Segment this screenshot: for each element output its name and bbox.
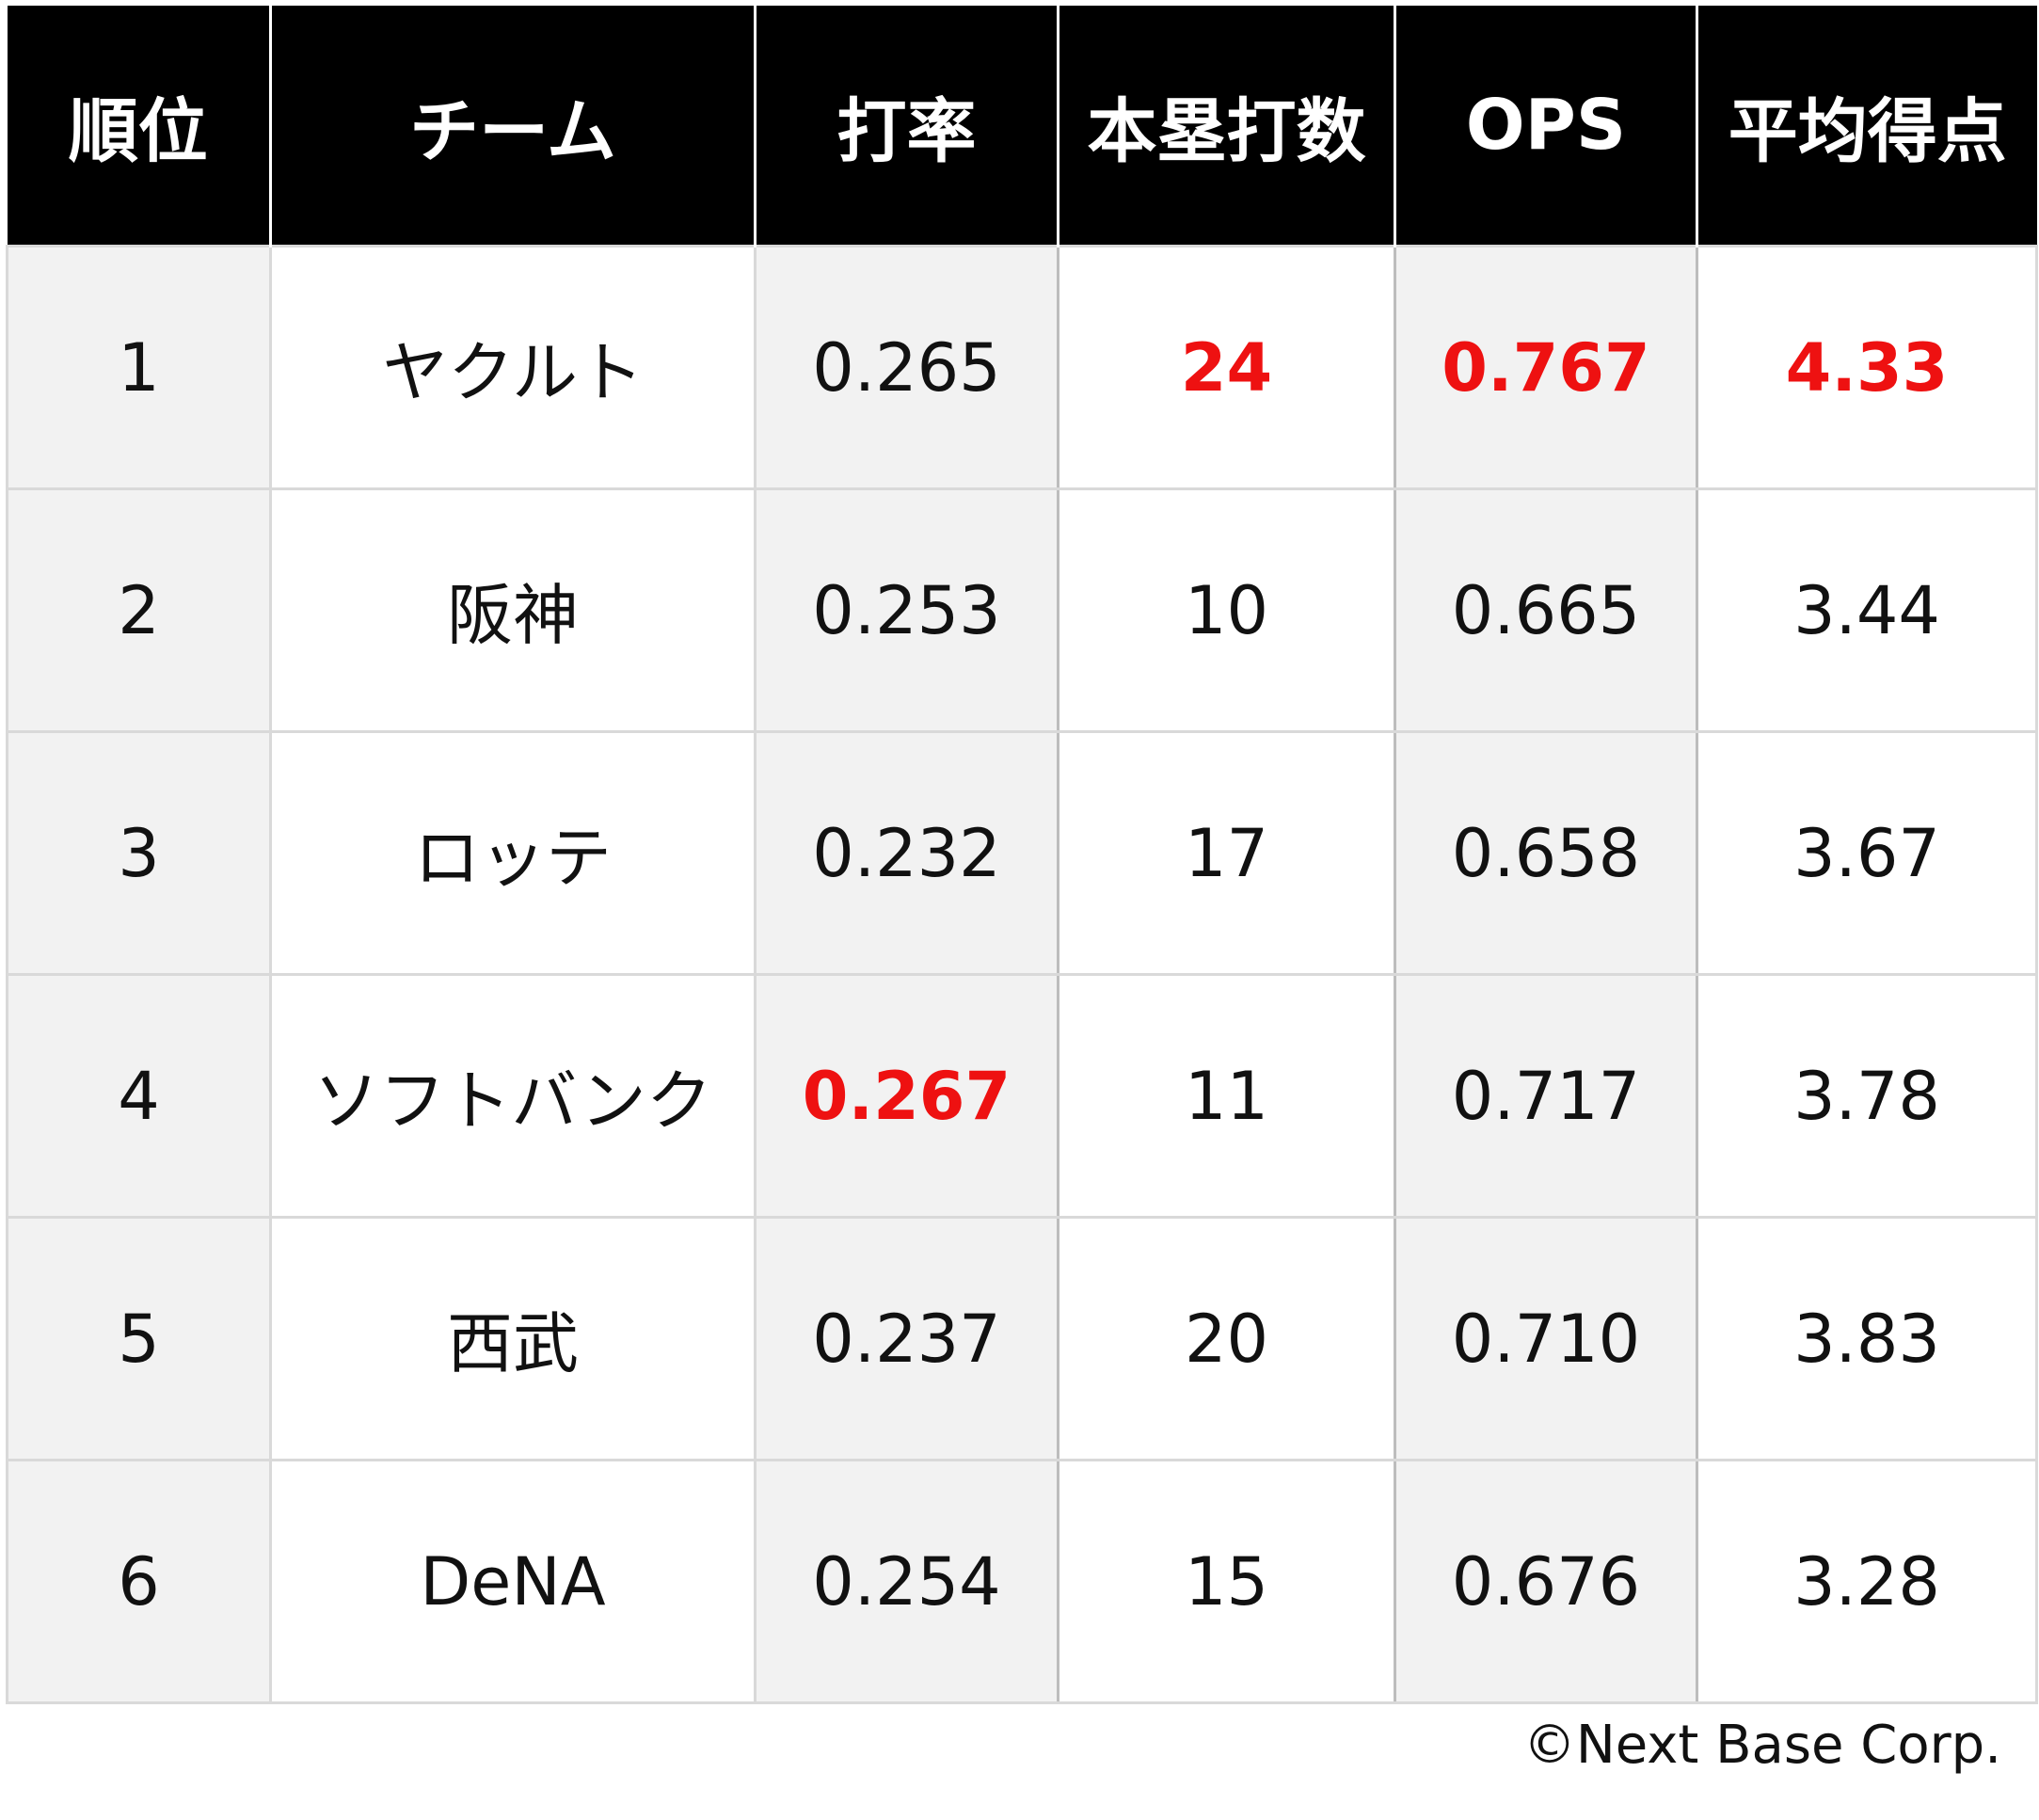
- cell-team: 西武: [269, 1216, 757, 1461]
- cell-home-runs: 10: [1057, 487, 1396, 733]
- cell-ops: 0.658: [1394, 730, 1698, 976]
- cell-team: 阪神: [269, 487, 757, 733]
- cell-ops: 0.767: [1394, 245, 1698, 490]
- cell-home-runs: 15: [1057, 1459, 1396, 1704]
- cell-rank: 2: [6, 487, 272, 733]
- cell-team: ヤクルト: [269, 245, 757, 490]
- cell-team: DeNA: [269, 1459, 757, 1704]
- stats-table: 順位 チーム 打率 本塁打数 OPS 平均得点 1 ヤクルト 0.265 24 0.767 4.33…: [6, 6, 2038, 1704]
- cell-ops: 0.717: [1394, 973, 1698, 1219]
- cell-batting-average: 0.254: [754, 1459, 1059, 1704]
- cell-batting-average: 0.237: [754, 1216, 1059, 1461]
- cell-team: ソフトバンク: [269, 973, 757, 1219]
- cell-rank: 4: [6, 973, 272, 1219]
- cell-home-runs: 24: [1057, 245, 1396, 490]
- header-row: 順位 チーム 打率 本塁打数 OPS 平均得点: [7, 6, 2037, 247]
- cell-avg-runs: 3.83: [1696, 1216, 2038, 1461]
- table-row: 5 西武 0.237 20 0.710 3.83: [6, 1216, 2038, 1461]
- cell-batting-average: 0.265: [754, 245, 1059, 490]
- cell-avg-runs: 3.67: [1696, 730, 2038, 976]
- column-header-home-runs: 本塁打数: [1057, 6, 1396, 247]
- cell-batting-average: 0.267: [754, 973, 1059, 1219]
- cell-ops: 0.665: [1394, 487, 1698, 733]
- cell-rank: 1: [6, 245, 272, 490]
- cell-team: ロッテ: [269, 730, 757, 976]
- column-header-batting-average: 打率: [754, 6, 1059, 247]
- table-row: 4 ソフトバンク 0.267 11 0.717 3.78: [6, 973, 2038, 1219]
- cell-home-runs: 17: [1057, 730, 1396, 976]
- cell-home-runs: 11: [1057, 973, 1396, 1219]
- copyright-credit: ©Next Base Corp.: [1522, 1715, 2001, 1776]
- table-row: 6 DeNA 0.254 15 0.676 3.28: [6, 1459, 2038, 1704]
- cell-rank: 3: [6, 730, 272, 976]
- cell-rank: 5: [6, 1216, 272, 1461]
- table-row: 3 ロッテ 0.232 17 0.658 3.67: [6, 730, 2038, 976]
- cell-rank: 6: [6, 1459, 272, 1704]
- column-header-ops: OPS: [1394, 6, 1698, 247]
- cell-batting-average: 0.232: [754, 730, 1059, 976]
- cell-home-runs: 20: [1057, 1216, 1396, 1461]
- cell-avg-runs: 3.44: [1696, 487, 2038, 733]
- table-body: 1 ヤクルト 0.265 24 0.767 4.33 2 阪神 0.253 10 0.665 3.44…: [6, 245, 2038, 1704]
- table-row: 2 阪神 0.253 10 0.665 3.44: [6, 487, 2038, 733]
- column-header-avg-runs: 平均得点: [1696, 6, 2037, 247]
- cell-ops: 0.710: [1394, 1216, 1698, 1461]
- cell-batting-average: 0.253: [754, 487, 1059, 733]
- cell-avg-runs: 4.33: [1696, 245, 2038, 490]
- table-row: 1 ヤクルト 0.265 24 0.767 4.33: [6, 245, 2038, 490]
- column-header-team: チーム: [269, 6, 757, 247]
- column-header-rank: 順位: [7, 6, 272, 247]
- cell-avg-runs: 3.78: [1696, 973, 2038, 1219]
- cell-avg-runs: 3.28: [1696, 1459, 2038, 1704]
- cell-ops: 0.676: [1394, 1459, 1698, 1704]
